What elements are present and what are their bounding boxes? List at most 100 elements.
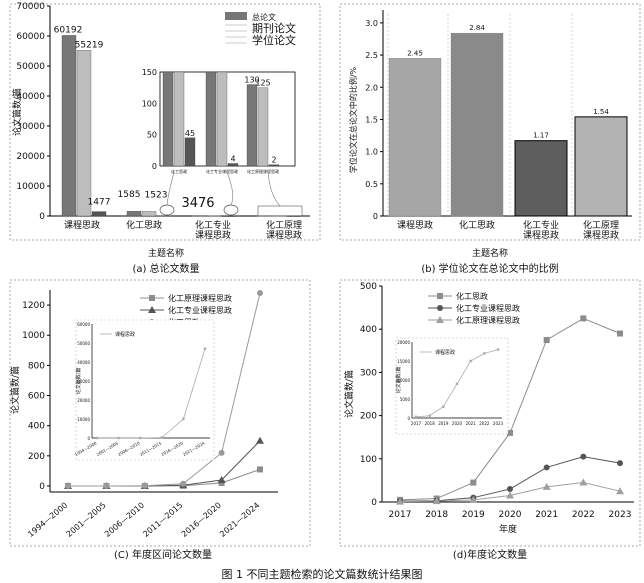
chart-d-point (617, 330, 623, 337)
chart-a-caption: (a) 总论文数量 (132, 262, 199, 275)
chart-b-bar (450, 32, 504, 217)
chart-d-point (543, 337, 550, 343)
chart-c-point (217, 475, 226, 483)
chart-c-point (141, 482, 148, 489)
chart-b-bar (574, 116, 628, 217)
chart-a-category-label: 课程思政 (64, 219, 100, 231)
chart-a-inset-bar (227, 163, 239, 167)
chart-d-inset-point (414, 415, 418, 419)
chart-c-legend-label: 化工专业课程思政 (168, 305, 232, 315)
chart-a-bar (126, 211, 142, 217)
chart-a-ylabel: 论文篇数/篇 (11, 88, 23, 136)
chart-c-ytick-label: 800 (28, 361, 45, 371)
chart-d-point (506, 491, 514, 499)
chart-d-xtick-label: 2017 (389, 510, 412, 520)
chart-c-point (65, 483, 71, 489)
chart-b-category-label: 课程思政 (397, 219, 433, 231)
chart-d-inset-xtick: 2021 (466, 421, 477, 426)
chart-c-xtick-label: 2001—2005 (65, 501, 108, 539)
chart-b-ytick-label: 0 (373, 212, 378, 221)
chart-b-category-label: 化工专业课程思政 (523, 219, 559, 241)
chart-b-border (339, 3, 641, 241)
chart-a-inset-bar (257, 87, 269, 167)
chart-d-inset-xtick: 2020 (452, 421, 463, 426)
chart-b-ytick-label: 2.0 (365, 83, 378, 92)
chart-d-legend-label: 化工原理课程思政 (456, 315, 520, 325)
chart-b-ytick-label: 1.0 (365, 148, 378, 157)
chart-d-ylabel: 论文篇数/篇 (343, 370, 355, 418)
chart-c-caption: (C) 年度区间论文数量 (114, 548, 212, 561)
chart-a-callout (223, 204, 239, 216)
chart-d-point (543, 464, 550, 471)
chart-b-xlabel: 主题名称 (472, 247, 508, 259)
chart-a-bar (156, 215, 172, 217)
chart-a-border (9, 3, 321, 241)
chart-d-point (507, 429, 513, 436)
chart-c-ytick-label: 600 (28, 392, 45, 402)
chart-d-inset-point (428, 414, 431, 417)
chart-c-inset-point (139, 436, 142, 440)
chart-d-ytick-label: 100 (360, 455, 377, 465)
chart-a-bar (76, 50, 92, 217)
chart-d-xtick-label: 2022 (572, 510, 595, 520)
chart-d-point (542, 482, 551, 490)
chart-a-annotation: 3476 (181, 196, 214, 211)
chart-a-inset-category: 化工专业课程思政 (206, 168, 238, 174)
chart-d-inset-point (483, 352, 486, 355)
chart-a-bar (91, 211, 107, 217)
chart-c-inset-point (182, 417, 185, 421)
chart-c: 0 200 400 600 800 1000 1200 论文篇数/篇 1994—20002001… (9, 279, 311, 561)
chart-d-point (507, 486, 513, 493)
chart-d-inset-ytick: 0 (407, 416, 410, 421)
chart-a-bar-label: 60192 (54, 25, 83, 35)
chart-a-inset-bar (184, 137, 196, 167)
chart-d-legend-marker (436, 316, 444, 323)
chart-b-category-label: 化工原理课程思政 (583, 219, 619, 241)
chart-d-inset-ytick: 5000 (400, 397, 411, 402)
chart-b-caption: (b) 学位论文在总论文中的比例 (421, 262, 558, 275)
chart-d-inset-ylabel: 论文篇数/篇 (395, 367, 402, 394)
chart-d-point (616, 487, 624, 495)
chart-b-value-label: 1.17 (533, 132, 549, 140)
chart-a-bar-label: 1585 (118, 190, 141, 200)
chart-d-inset-xtick: 2017 (411, 421, 422, 426)
chart-a-connector (267, 171, 281, 207)
chart-d-inset-xtick: 2023 (493, 421, 504, 426)
chart-b-ytick-label: 0.5 (365, 180, 378, 189)
chart-d-legend-label: 化工思政 (456, 291, 488, 301)
chart-b-value-label: 2.45 (407, 49, 423, 57)
chart-d-point (617, 460, 623, 467)
chart-d-border (339, 279, 641, 547)
chart-a-inset-bar-label: 130 (244, 76, 259, 85)
chart-c-series-line (68, 292, 261, 487)
chart-a-inset-bar-label: 2 (271, 156, 276, 165)
chart-d-inset-point (455, 382, 459, 385)
chart-b: 0 0.5 1.0 1.5 2.0 2.5 3.0 学位论文在总论文中的比例/% 主题名称 2.4… (339, 3, 641, 275)
chart-c-point (256, 436, 264, 444)
chart-d-xtick-label: 2020 (499, 510, 522, 520)
chart-d-ytick-label: 500 (360, 282, 377, 292)
chart-a-bar (141, 211, 157, 217)
figure-caption: 图 1 不同主题检索的论文篇数统计结果图 (221, 568, 423, 581)
chart-d-point (432, 497, 441, 505)
chart-d-point (580, 315, 587, 322)
chart-c-xtick-label: 1994—2000 (26, 501, 69, 539)
chart-d-inset-point (469, 359, 472, 363)
chart-d-legend-label: 化工专业课程思政 (456, 303, 520, 313)
chart-a-inset-category: 化工原理课程思政 (247, 168, 279, 174)
chart-c-inset-line (97, 348, 206, 439)
chart-c-xtick-label: 2016—2020 (180, 501, 223, 539)
chart-a-legend-label: 总论文 (252, 12, 276, 22)
chart-a-bar-label: 1477 (88, 198, 111, 208)
chart-d-point (579, 478, 588, 486)
chart-b-bar (514, 140, 568, 217)
chart-c-legend-marker (148, 306, 156, 313)
chart-a-category-label: 化工思政 (126, 219, 162, 231)
chart-a-inset-bar (162, 71, 174, 167)
chart-d-point (580, 453, 587, 460)
chart-a-inset-ytick: 100 (142, 99, 157, 108)
chart-a-inset-bar-label: 45 (185, 129, 195, 138)
chart-a-legend-swatch (225, 12, 247, 20)
chart-d-ytick-label: 300 (360, 368, 377, 378)
